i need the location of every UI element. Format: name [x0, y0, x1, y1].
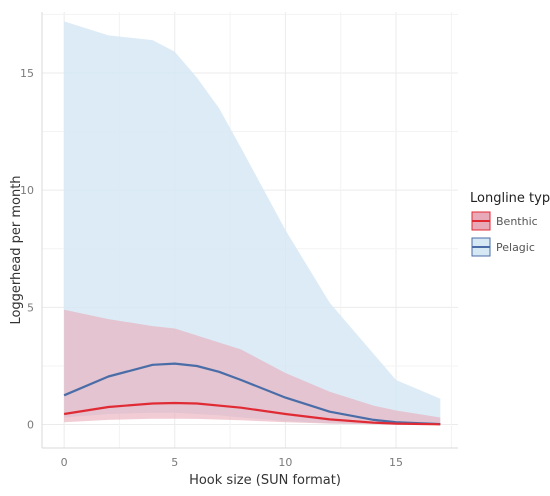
y-tick-label: 5 — [27, 301, 34, 314]
x-tick-label: 0 — [61, 456, 68, 469]
line-benthic — [63, 401, 441, 426]
line-pelagic — [63, 362, 441, 426]
y-axis-title: Loggerhead per month — [9, 175, 24, 324]
x-tick-label: 15 — [389, 456, 403, 469]
band-pelagic — [64, 21, 441, 425]
legend-title: Longline type — [470, 191, 550, 206]
y-tick-label: 15 — [20, 67, 34, 80]
tick-labels: 0 5 10 15 0 5 10 15 — [20, 67, 403, 469]
x-axis-title: Hook size (SUN format) — [189, 473, 341, 488]
axes — [41, 12, 458, 449]
band-benthic — [64, 309, 441, 425]
confidence-bands — [64, 21, 441, 425]
legend-item-pelagic: Pelagic — [471, 237, 535, 257]
x-tick-label: 10 — [278, 456, 292, 469]
legend: Longline type Benthic Pelagic — [470, 191, 550, 257]
legend-item-benthic: Benthic — [471, 211, 538, 231]
series-lines — [63, 362, 441, 426]
y-tick-label: 0 — [27, 419, 34, 432]
y-tick-label: 10 — [20, 184, 34, 197]
legend-label: Pelagic — [496, 241, 535, 254]
x-tick-label: 5 — [171, 456, 178, 469]
legend-label: Benthic — [496, 215, 538, 228]
